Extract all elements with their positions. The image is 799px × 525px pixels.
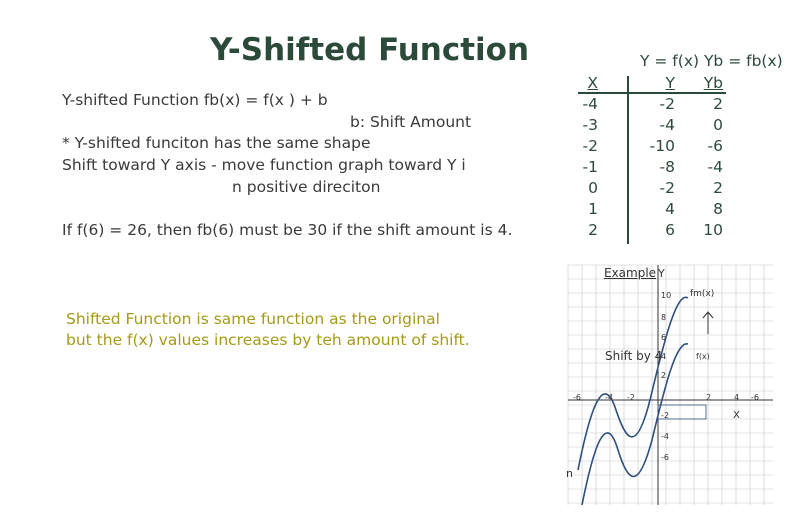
table-y-cell: 6 bbox=[665, 221, 675, 239]
page-title: Y-Shifted Function bbox=[210, 32, 530, 68]
example-statement: If f(6) = 26, then fb(6) must be 30 if t… bbox=[62, 221, 513, 239]
table-x-cell: -1 bbox=[582, 158, 598, 176]
table-vertical-divider bbox=[627, 76, 629, 244]
y-tick-4: 4 bbox=[661, 352, 667, 361]
graph-shifted-fn-label: fm(x) bbox=[690, 289, 715, 299]
table-column-y: Y -2 -4 -10 -8 -2 4 6 bbox=[640, 73, 675, 241]
graph-canvas bbox=[567, 264, 773, 506]
y-tick-neg-2: -2 bbox=[661, 411, 669, 420]
summary-line-2: but the f(x) values increases by teh amo… bbox=[66, 331, 470, 349]
summary-line-1: Shifted Function is same function as the… bbox=[66, 310, 440, 328]
y-tick-neg-6: -6 bbox=[661, 453, 669, 462]
graph-shift-label: Shift by 4 bbox=[605, 349, 663, 363]
x-tick-6: -6 bbox=[751, 393, 759, 402]
shifted-function-curve bbox=[577, 296, 689, 471]
original-function-curve bbox=[581, 343, 689, 506]
y-tick-neg-4: -4 bbox=[661, 432, 669, 441]
graph-y-axis-label: Y bbox=[658, 267, 665, 280]
table-y-cell: 4 bbox=[665, 200, 675, 218]
table-x-cell: 2 bbox=[588, 221, 598, 239]
table-yb-cell: 0 bbox=[713, 116, 723, 134]
x-tick-4: 4 bbox=[734, 393, 740, 402]
table-x-cell: -3 bbox=[582, 116, 598, 134]
table-yb-cell: 8 bbox=[713, 200, 723, 218]
y-tick-6: 6 bbox=[661, 333, 667, 342]
shift-direction-note-cont: n positive direciton bbox=[232, 178, 381, 196]
graph-orig-fn-label: f(x) bbox=[696, 352, 710, 361]
table-x-cell: 1 bbox=[588, 200, 598, 218]
graph-cut-text: n bbox=[566, 467, 573, 480]
shift-amount-note: b: Shift Amount bbox=[350, 113, 472, 131]
graph-example-label: Example bbox=[604, 266, 657, 280]
table-column-x: X -4 -3 -2 -1 0 1 2 bbox=[578, 73, 598, 241]
definition-formula: Y-shifted Function fb(x) = f(x ) + b bbox=[62, 91, 328, 109]
x-tick-2: 2 bbox=[706, 393, 712, 402]
table-y-cell: -4 bbox=[659, 116, 675, 134]
example-graph: Example Y Shift by 4 fm(x) f(x) X 10 8 6… bbox=[558, 260, 780, 515]
table-header-x: X bbox=[587, 74, 598, 92]
table-y-cell: -2 bbox=[659, 95, 675, 113]
table-y-cell: -2 bbox=[659, 179, 675, 197]
same-shape-note: * Y-shifted funciton has the same shape bbox=[62, 134, 371, 152]
x-tick-neg-6: -6 bbox=[573, 393, 581, 402]
y-tick-10: 10 bbox=[661, 291, 672, 300]
x-tick-neg-4: -4 bbox=[605, 393, 613, 402]
table-header-rule bbox=[578, 92, 726, 94]
table-y-cell: -10 bbox=[649, 137, 675, 155]
x-tick-neg-2: -2 bbox=[627, 393, 635, 402]
table-yb-cell: 2 bbox=[713, 179, 723, 197]
table-x-cell: 0 bbox=[588, 179, 598, 197]
y-tick-2: 2 bbox=[661, 371, 667, 380]
up-arrow-icon bbox=[702, 311, 714, 334]
highlight-box bbox=[657, 404, 707, 420]
table-yb-cell: -6 bbox=[707, 137, 723, 155]
table-yb-cell: -4 bbox=[707, 158, 723, 176]
y-tick-8: 8 bbox=[661, 313, 667, 322]
table-yb-cell: 2 bbox=[713, 95, 723, 113]
table-x-cell: -2 bbox=[582, 137, 598, 155]
table-header: Y = f(x) Yb = fb(x) bbox=[640, 52, 783, 70]
graph-x-axis-label: X bbox=[733, 410, 740, 421]
shift-direction-note: Shift toward Y axis - move function grap… bbox=[62, 156, 466, 174]
table-y-cell: -8 bbox=[659, 158, 675, 176]
table-header-y: Y bbox=[665, 74, 675, 92]
table-x-cell: -4 bbox=[582, 95, 598, 113]
table-column-yb: Yb 2 0 -6 -4 2 8 10 bbox=[697, 73, 723, 241]
table-yb-cell: 10 bbox=[703, 221, 723, 239]
table-header-yb: Yb bbox=[703, 74, 723, 92]
